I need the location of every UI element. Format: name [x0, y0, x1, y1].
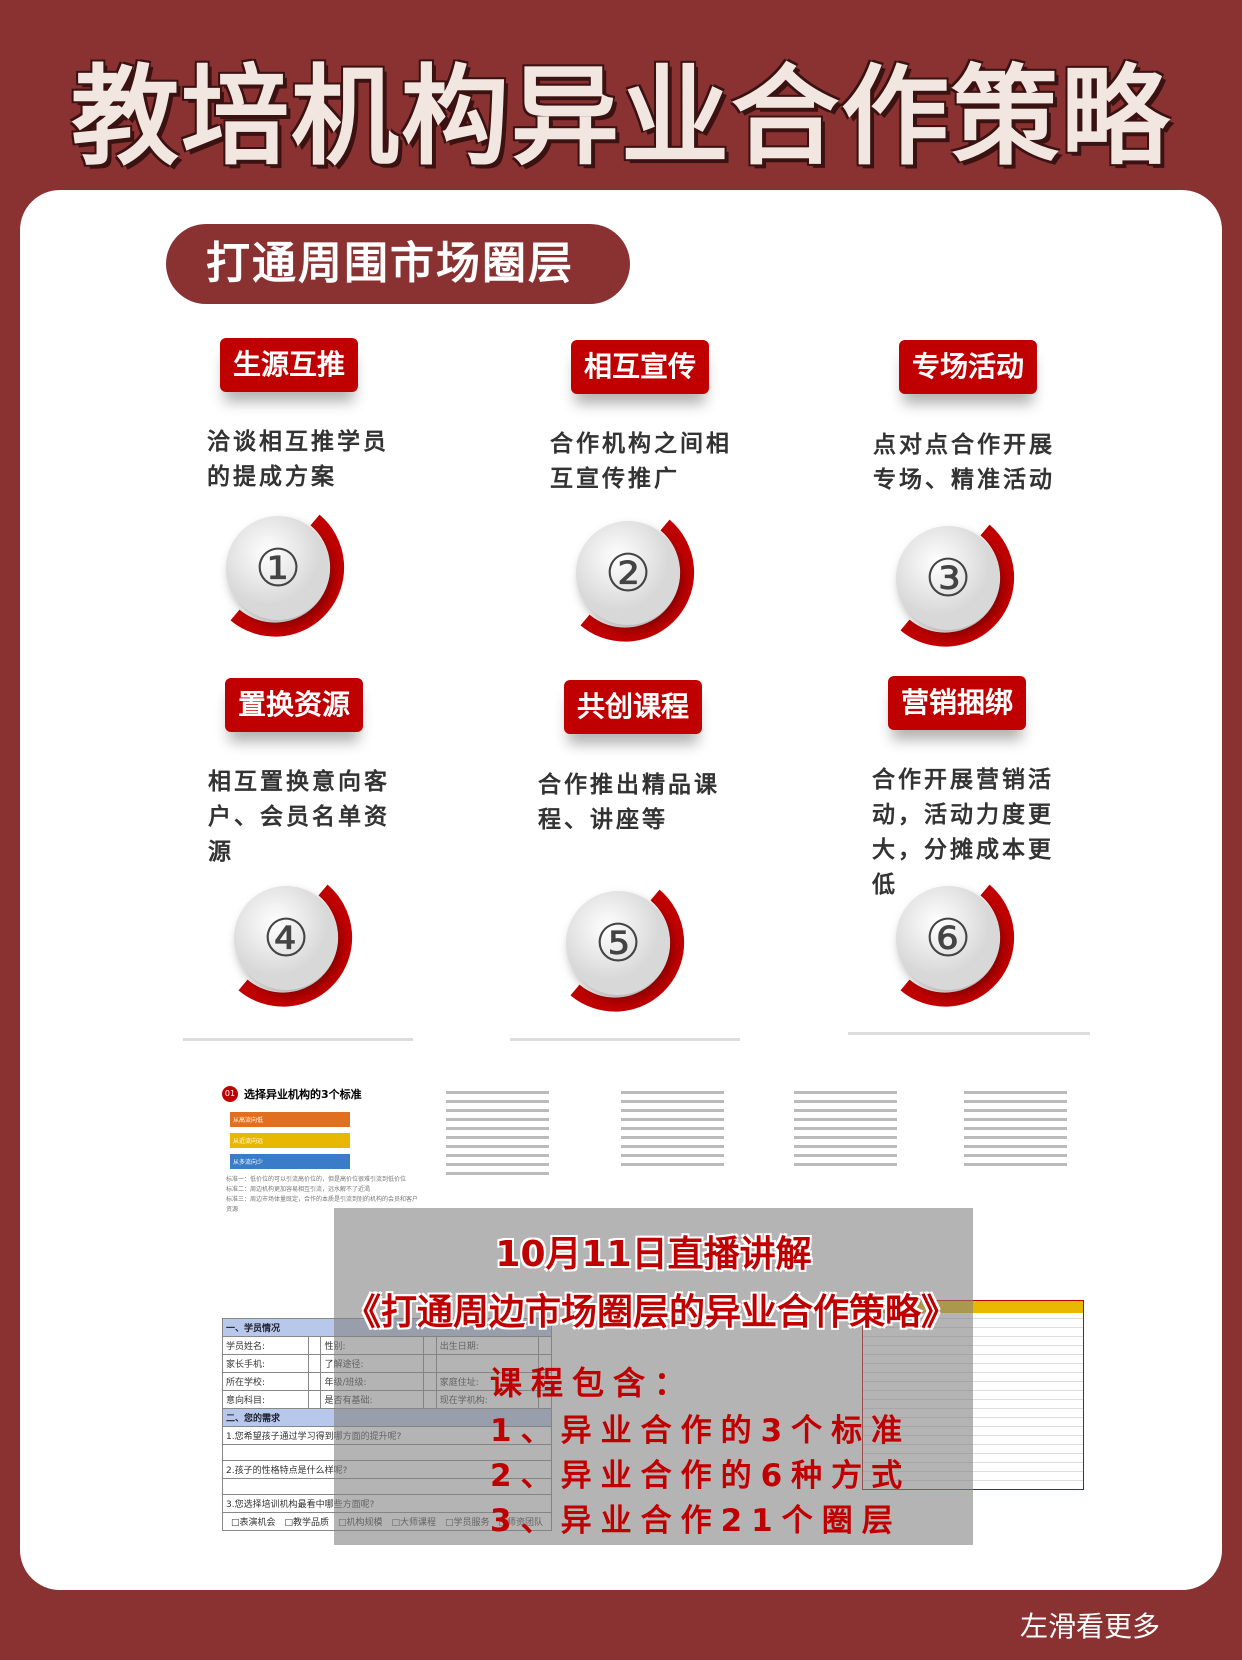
number-badge: ③ — [896, 524, 1015, 647]
divider — [848, 1032, 1090, 1035]
progress-arc — [570, 889, 685, 1012]
number-label: ③ — [925, 549, 972, 609]
number-badge: ⑥ — [896, 884, 1015, 1007]
number-disc — [226, 516, 330, 620]
method-description: 洽谈相互推学员的提成方案 — [207, 429, 389, 490]
number-badge: ① — [226, 514, 345, 637]
method-tag: 专场活动 — [899, 340, 1037, 394]
course-item: 1、异业合作的3个标准 — [490, 1413, 912, 1449]
number-badge: ④ — [234, 884, 353, 1007]
form-label: 所在学校: — [222, 1372, 309, 1391]
promo-overlay — [334, 1208, 973, 1545]
method-description: 相互置换意向客户、会员名单资源 — [208, 769, 390, 865]
method-tag: 营销捆绑 — [888, 676, 1026, 730]
course-label: 课程包含： — [490, 1364, 696, 1402]
form-label: 意向科目: — [222, 1390, 309, 1409]
method-tag: 相互宣传 — [571, 340, 709, 394]
promo-date: 10月11日直播讲解 — [495, 1234, 812, 1275]
swipe-hint[interactable]: 左滑看更多 — [1020, 1610, 1161, 1643]
method-description: 合作开展营销活动，活动力度更大，分摊成本更低 — [872, 767, 1054, 898]
course-item: 3、异业合作21个圈层 — [490, 1503, 902, 1539]
course-item: 2、异业合作的6种方式 — [490, 1458, 912, 1494]
number-label: ④ — [263, 909, 310, 969]
number-disc — [896, 886, 1000, 990]
divider — [183, 1038, 413, 1041]
promo-course-title: 《打通周边市场圈层的异业合作策略》 — [345, 1292, 958, 1333]
number-label: ① — [255, 539, 302, 599]
progress-arc — [238, 884, 353, 1007]
method-tag: 置换资源 — [225, 678, 363, 732]
form-label: 家长手机: — [222, 1354, 309, 1373]
divider — [510, 1038, 740, 1041]
number-label: ② — [605, 544, 652, 604]
slide-badge: 01 — [222, 1086, 238, 1102]
number-disc — [896, 526, 1000, 630]
number-label: ⑤ — [595, 914, 642, 974]
flow-item: 从近流向远 — [230, 1133, 350, 1148]
number-disc — [576, 521, 680, 625]
flow-item: 从高流向低 — [230, 1112, 350, 1127]
standard: 标准一：低价位的可以引流高价位的，但是高价位很难引流到低价位 — [226, 1176, 407, 1183]
progress-arc — [230, 514, 345, 637]
page-title: 教培机构异业合作策略 — [70, 55, 1171, 180]
number-disc — [566, 891, 670, 995]
progress-arc — [900, 884, 1015, 1007]
method-description: 合作机构之间相互宣传推广 — [550, 431, 732, 492]
doc-thumbnail — [958, 1085, 1073, 1265]
method-description: 点对点合作开展专场、精准活动 — [873, 432, 1055, 493]
slide-title: 选择异业机构的3个标准 — [244, 1088, 362, 1101]
number-badge: ⑤ — [566, 889, 685, 1012]
progress-arc — [900, 524, 1015, 647]
progress-arc — [580, 519, 695, 642]
number-label: ⑥ — [925, 909, 972, 969]
section-pill: 打通周围市场圈层 — [166, 224, 630, 304]
form-label: 学员姓名: — [222, 1336, 309, 1355]
flow-item: 从多流向少 — [230, 1154, 350, 1169]
number-disc — [234, 886, 338, 990]
method-tag: 生源互推 — [220, 338, 358, 392]
method-description: 合作推出精品课程、讲座等 — [538, 772, 720, 833]
standard: 标准三：周边市场体量既定，合作的本质是引流到别的机构的会员和客户资源 — [226, 1196, 419, 1213]
number-badge: ② — [576, 519, 695, 642]
method-tag: 共创课程 — [564, 680, 702, 734]
standard: 标准二：周边机构更加容易相互引流，远水解不了近渴 — [226, 1186, 371, 1193]
